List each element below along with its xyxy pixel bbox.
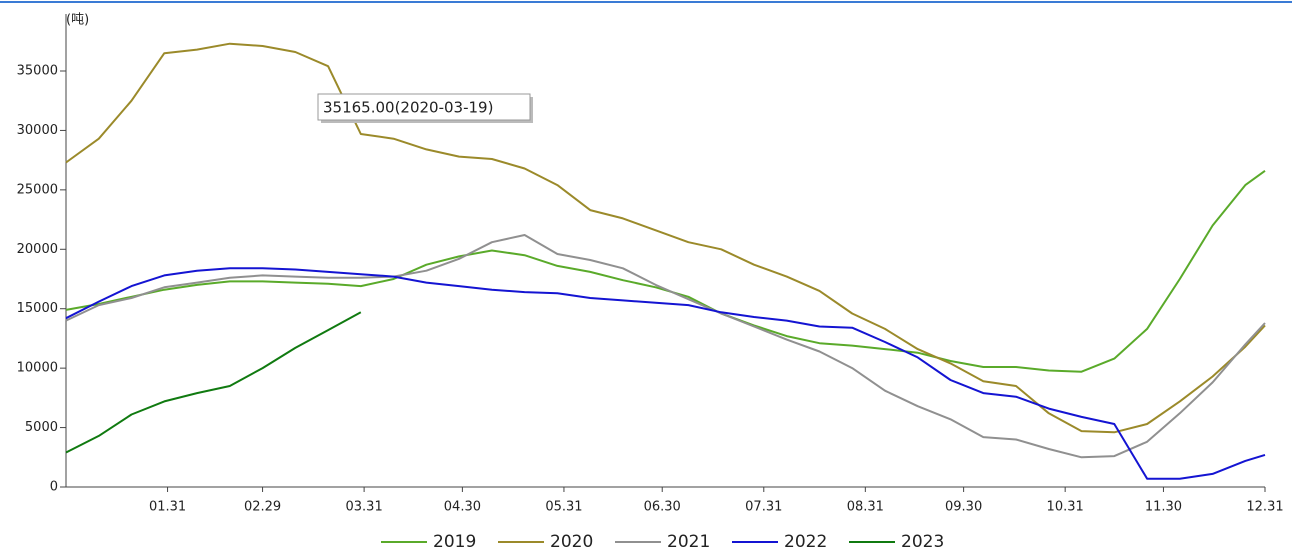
y-tick-label: 15000 xyxy=(17,301,58,316)
x-tick-label: 06.30 xyxy=(644,500,681,515)
series-line xyxy=(65,311,362,454)
y-tick-label: 5000 xyxy=(25,420,58,435)
x-tick-label: 05.31 xyxy=(545,500,582,515)
y-tick-label: 20000 xyxy=(17,242,58,257)
x-tick-label: 11.30 xyxy=(1145,500,1182,515)
series-line xyxy=(65,42,1266,434)
tooltip: 35165.00(2020-03-19) xyxy=(317,93,533,123)
x-tick-label: 12.31 xyxy=(1246,500,1283,515)
x-tick-label: 08.31 xyxy=(847,500,884,515)
y-tick-label: 25000 xyxy=(17,182,58,197)
legend-label: 2022 xyxy=(784,532,827,552)
x-tick-label: 01.31 xyxy=(149,500,186,515)
x-tick-label: 09.30 xyxy=(945,500,982,515)
legend-label: 2019 xyxy=(433,532,476,552)
series-line xyxy=(65,267,1266,480)
x-tick-label: 02.29 xyxy=(244,500,281,515)
y-tick-label: 0 xyxy=(50,480,58,495)
series-line xyxy=(65,169,1266,373)
y-tick-label: 35000 xyxy=(17,64,58,79)
tooltip-box xyxy=(317,93,531,121)
legend: 2019 2020 2021 2022 2023 xyxy=(381,532,944,552)
legend-label: 2023 xyxy=(901,532,944,552)
tooltip-text: 35165.00(2020-03-19) xyxy=(323,99,493,117)
x-tick-label: 07.31 xyxy=(745,500,782,515)
legend-label: 2020 xyxy=(550,532,593,552)
x-tick-label: 10.31 xyxy=(1047,500,1084,515)
legend-label: 2021 xyxy=(667,532,710,552)
y-tick-label: 10000 xyxy=(17,361,58,376)
y-tick-label: 30000 xyxy=(17,123,58,138)
series-line xyxy=(65,234,1266,459)
x-tick-label: 03.31 xyxy=(346,500,383,515)
y-axis-label: (吨) xyxy=(66,13,89,28)
x-tick-label: 04.30 xyxy=(444,500,481,515)
